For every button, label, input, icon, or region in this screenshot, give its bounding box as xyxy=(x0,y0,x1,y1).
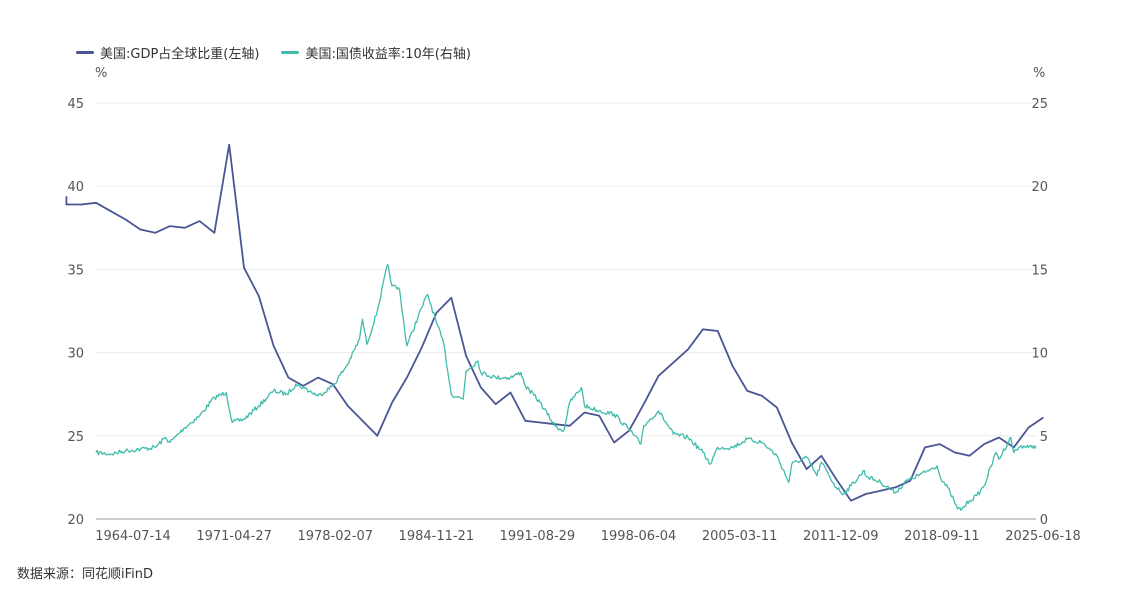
right-axis-tick-label: 25 xyxy=(1031,97,1048,112)
x-axis-tick-label: 1964-07-14 xyxy=(95,529,171,544)
x-axis-tick-label: 2011-12-09 xyxy=(803,529,879,544)
right-axis-tick-label: 0 xyxy=(1040,513,1048,528)
x-axis-tick-label: 1971-04-27 xyxy=(196,529,272,544)
x-axis-tick-label: 2018-09-11 xyxy=(904,529,980,544)
x-axis-tick-label: 1991-08-29 xyxy=(500,529,576,544)
x-axis-tick-label: 1998-06-04 xyxy=(601,529,677,544)
left-axis-unit: % xyxy=(95,66,108,81)
left-axis-tick-label: 25 xyxy=(67,430,84,445)
legend-item-gdp-share[interactable]: 美国:GDP占全球比重(左轴) xyxy=(76,43,259,62)
right-axis-unit: % xyxy=(1033,66,1046,81)
legend-swatch-treasury-yield xyxy=(281,51,300,54)
left-axis-tick-label: 40 xyxy=(67,180,84,195)
left-axis-tick-label: 30 xyxy=(67,347,84,362)
x-axis-tick-label: 2025-06-18 xyxy=(1005,529,1081,544)
left-axis-tick-label: 45 xyxy=(67,97,84,112)
legend-label-gdp-share: 美国:GDP占全球比重(左轴) xyxy=(100,47,260,62)
chart-legend: 美国:GDP占全球比重(左轴) 美国:国债收益率:10年(右轴) xyxy=(76,43,471,62)
left-axis-tick-label: 35 xyxy=(67,263,84,278)
right-axis-tick-label: 20 xyxy=(1031,180,1048,195)
legend-swatch-gdp-share xyxy=(76,51,94,54)
x-axis-tick-label: 2005-03-11 xyxy=(702,529,778,544)
right-axis-tick-label: 15 xyxy=(1031,263,1048,278)
x-axis-tick-label: 1984-11-21 xyxy=(399,529,475,544)
series-line-treasury-yield xyxy=(95,263,1037,511)
series-line-gdp-share xyxy=(65,143,1044,502)
x-axis-tick-label: 1978-02-07 xyxy=(297,529,373,544)
left-axis-tick-label: 20 xyxy=(67,513,84,528)
right-axis-tick-label: 10 xyxy=(1031,347,1048,362)
data-source-note: 数据来源：同花顺iFinD xyxy=(17,567,154,582)
legend-item-treasury-yield[interactable]: 美国:国债收益率:10年(右轴) xyxy=(281,43,471,62)
legend-label-treasury-yield: 美国:国债收益率:10年(右轴) xyxy=(305,47,471,62)
right-axis-tick-label: 5 xyxy=(1040,430,1048,445)
